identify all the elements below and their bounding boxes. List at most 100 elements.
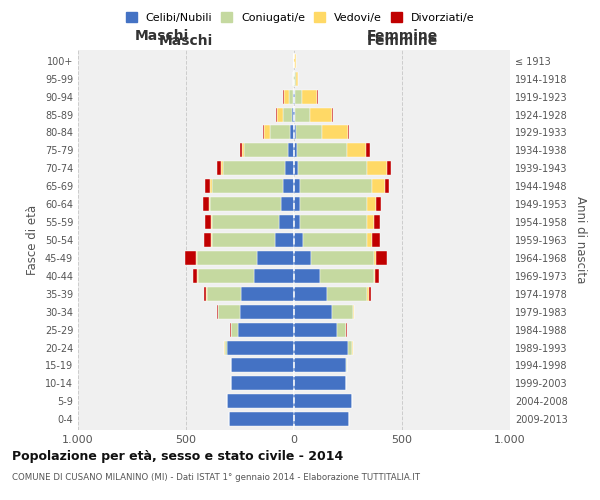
Bar bbox=[376, 197, 382, 211]
Bar bbox=[311, 251, 374, 265]
Bar bbox=[212, 179, 283, 193]
Bar bbox=[283, 90, 284, 104]
Bar bbox=[367, 287, 368, 301]
Bar bbox=[270, 126, 290, 140]
Text: Femmine: Femmine bbox=[367, 28, 437, 42]
Bar bbox=[193, 269, 197, 283]
Bar bbox=[218, 304, 240, 318]
Bar bbox=[232, 322, 238, 336]
Bar bbox=[294, 162, 298, 175]
Bar bbox=[212, 233, 275, 247]
Bar bbox=[294, 269, 320, 283]
Bar bbox=[332, 304, 353, 318]
Bar bbox=[229, 412, 294, 426]
Bar bbox=[348, 340, 352, 354]
Bar bbox=[281, 197, 294, 211]
Bar bbox=[210, 197, 281, 211]
Bar bbox=[294, 251, 311, 265]
Bar bbox=[241, 287, 294, 301]
Bar bbox=[294, 287, 328, 301]
Text: COMUNE DI CUSANO MILANINO (MI) - Dati ISTAT 1° gennaio 2014 - Elaborazione TUTTI: COMUNE DI CUSANO MILANINO (MI) - Dati IS… bbox=[12, 472, 420, 482]
Bar bbox=[385, 179, 389, 193]
Bar bbox=[301, 179, 372, 193]
Bar bbox=[348, 126, 349, 140]
Bar bbox=[232, 358, 294, 372]
Bar bbox=[332, 108, 333, 122]
Bar bbox=[292, 108, 294, 122]
Bar bbox=[374, 251, 376, 265]
Bar bbox=[286, 162, 294, 175]
Bar bbox=[295, 72, 296, 86]
Bar bbox=[232, 376, 294, 390]
Bar bbox=[212, 215, 279, 229]
Bar bbox=[263, 126, 264, 140]
Bar bbox=[206, 287, 241, 301]
Bar bbox=[375, 269, 379, 283]
Bar bbox=[240, 144, 242, 158]
Bar bbox=[209, 197, 210, 211]
Bar bbox=[372, 179, 385, 193]
Y-axis label: Fasce di età: Fasce di età bbox=[26, 205, 39, 275]
Bar bbox=[367, 197, 376, 211]
Bar bbox=[298, 162, 367, 175]
Text: Popolazione per età, sesso e stato civile - 2014: Popolazione per età, sesso e stato civil… bbox=[12, 450, 343, 463]
Bar bbox=[211, 215, 212, 229]
Bar bbox=[372, 233, 380, 247]
Bar bbox=[301, 215, 367, 229]
Bar bbox=[293, 90, 294, 104]
Bar bbox=[328, 287, 367, 301]
Bar bbox=[264, 126, 270, 140]
Bar bbox=[376, 251, 387, 265]
Bar bbox=[295, 90, 302, 104]
Bar bbox=[296, 126, 322, 140]
Bar bbox=[337, 322, 346, 336]
Bar bbox=[242, 144, 244, 158]
Bar bbox=[367, 144, 370, 158]
Bar bbox=[238, 322, 294, 336]
Text: Maschi: Maschi bbox=[135, 28, 189, 42]
Bar bbox=[296, 72, 298, 86]
Bar bbox=[197, 251, 257, 265]
Bar bbox=[294, 340, 348, 354]
Bar bbox=[227, 394, 294, 408]
Bar bbox=[198, 269, 254, 283]
Bar bbox=[290, 126, 294, 140]
Bar bbox=[223, 162, 286, 175]
Bar bbox=[275, 108, 277, 122]
Bar bbox=[294, 233, 302, 247]
Bar bbox=[221, 162, 223, 175]
Bar bbox=[294, 197, 301, 211]
Bar bbox=[294, 144, 297, 158]
Bar bbox=[317, 90, 318, 104]
Bar bbox=[347, 144, 367, 158]
Bar bbox=[279, 215, 294, 229]
Bar bbox=[294, 322, 337, 336]
Bar bbox=[211, 233, 212, 247]
Bar bbox=[294, 304, 332, 318]
Bar bbox=[240, 304, 294, 318]
Bar bbox=[275, 233, 294, 247]
Bar bbox=[294, 179, 301, 193]
Bar bbox=[204, 287, 206, 301]
Bar bbox=[367, 215, 374, 229]
Bar bbox=[289, 90, 293, 104]
Bar bbox=[294, 126, 296, 140]
Bar bbox=[302, 233, 367, 247]
Bar bbox=[254, 269, 294, 283]
Bar bbox=[387, 162, 391, 175]
Bar bbox=[205, 179, 210, 193]
Bar bbox=[297, 144, 347, 158]
Bar bbox=[294, 412, 349, 426]
Text: Femmine: Femmine bbox=[367, 34, 437, 48]
Bar bbox=[225, 340, 227, 354]
Text: Maschi: Maschi bbox=[159, 34, 213, 48]
Bar bbox=[294, 108, 295, 122]
Bar bbox=[287, 144, 294, 158]
Bar bbox=[346, 358, 347, 372]
Bar bbox=[294, 215, 301, 229]
Bar bbox=[203, 197, 209, 211]
Bar bbox=[294, 358, 346, 372]
Bar bbox=[295, 108, 310, 122]
Bar bbox=[217, 162, 221, 175]
Bar bbox=[277, 108, 283, 122]
